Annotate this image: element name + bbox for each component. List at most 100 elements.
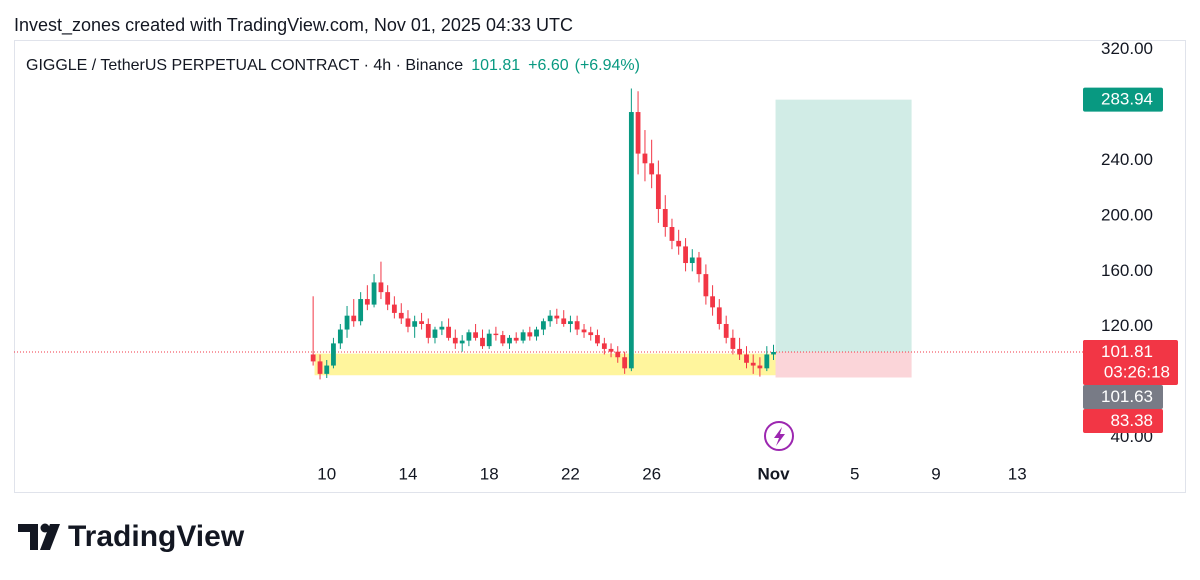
stop-label: 83.38 — [1110, 411, 1153, 430]
candle-body — [622, 357, 628, 369]
candle-body — [378, 282, 384, 293]
candle-body — [561, 318, 567, 324]
logo-mark-2 — [40, 523, 50, 533]
candle-body — [425, 323, 431, 338]
x-tick-label: 10 — [317, 464, 336, 483]
y-tick-label: 160.00 — [1101, 261, 1153, 280]
candle-body — [744, 354, 749, 363]
candle-body — [588, 332, 594, 336]
candle-body — [405, 318, 411, 327]
header: Invest_zones created with TradingView.co… — [14, 15, 573, 36]
event-bolt — [774, 427, 785, 446]
candle-body — [601, 343, 607, 349]
logo: TradingView — [18, 520, 245, 553]
position-profit — [775, 99, 912, 352]
x-tick-label: Nov — [757, 464, 790, 483]
candle-body — [500, 335, 506, 344]
other-price-label-box — [1083, 384, 1163, 409]
candle-body — [568, 321, 573, 324]
candle-body — [547, 315, 553, 322]
candle-body — [364, 299, 370, 305]
candle-body — [493, 333, 499, 336]
candle-body — [398, 312, 404, 319]
candle-body — [669, 227, 675, 241]
candle-body — [662, 209, 668, 228]
candle-body — [419, 321, 424, 324]
last-label: 101.81 — [1101, 342, 1153, 361]
candle-body — [507, 337, 512, 344]
position-loss — [775, 351, 912, 378]
candle-body — [310, 354, 316, 362]
change-percent: (+6.94%) — [575, 57, 640, 74]
candle-body — [473, 332, 478, 338]
candle-body — [391, 304, 397, 313]
x-tick-label: 5 — [850, 464, 859, 483]
candle-body — [757, 365, 763, 369]
candle-body — [351, 315, 357, 322]
chart-frame — [14, 40, 1186, 493]
y-tick-label: 240.00 — [1101, 150, 1153, 169]
stop-label-box — [1083, 408, 1163, 433]
candle-body — [371, 282, 377, 305]
candle-body — [446, 326, 451, 338]
candle-body — [703, 274, 709, 297]
candle-body — [676, 240, 682, 247]
candle-body — [716, 307, 722, 324]
x-tick-label: 26 — [642, 464, 661, 483]
last-label-box — [1083, 339, 1163, 364]
footer-brand: TradingView — [68, 520, 245, 553]
last-label-countdown: 03:26:18 — [1104, 362, 1170, 381]
y-tick-label: 120.00 — [1101, 316, 1153, 335]
candle-body — [723, 323, 729, 338]
candle-body — [480, 337, 485, 347]
candle-body — [581, 329, 587, 333]
candle-body — [432, 329, 438, 338]
candle-body — [527, 332, 533, 337]
candle-body — [452, 337, 458, 344]
candle-body — [466, 332, 472, 341]
last-price: 101.81 — [471, 57, 520, 74]
candle-body — [412, 321, 418, 327]
x-tick-label: 13 — [1008, 464, 1027, 483]
candle-body — [459, 340, 465, 344]
candle-body — [737, 348, 742, 355]
candle-body — [615, 351, 621, 358]
candle-body — [635, 112, 641, 154]
candle-body — [696, 257, 702, 275]
candle-body — [771, 351, 776, 355]
y-tick-label: 200.00 — [1101, 205, 1153, 224]
legend: GIGGLE / TetherUS PERPETUAL CONTRACT · 4… — [26, 57, 640, 74]
logo-mark-1 — [18, 524, 38, 550]
candle-body — [595, 335, 600, 344]
candle-body — [683, 246, 688, 264]
event-marker — [764, 421, 794, 451]
candle-body — [324, 365, 330, 374]
other-price-label: 101.63 — [1101, 387, 1153, 406]
x-tick-label: 9 — [931, 464, 940, 483]
candle-body — [520, 332, 526, 341]
y-tick-label: 320.00 — [1101, 39, 1153, 58]
candle-body — [541, 321, 546, 330]
x-tick-label: 14 — [399, 464, 418, 483]
candle-body — [649, 163, 655, 175]
candle-body — [574, 321, 580, 330]
symbol-title: GIGGLE / TetherUS PERPETUAL CONTRACT · 4… — [26, 57, 463, 74]
x-tick-label: 22 — [561, 464, 580, 483]
candle-body — [358, 299, 364, 322]
candle-body — [764, 354, 770, 369]
candle-body — [730, 337, 736, 349]
candle-body — [337, 329, 343, 344]
plot — [14, 88, 1083, 380]
logo-mark-3 — [40, 524, 60, 550]
candle-body — [534, 329, 539, 337]
candle-body — [385, 292, 391, 305]
candle-body — [513, 337, 519, 341]
candle-body — [689, 257, 695, 264]
candle-body — [655, 174, 661, 210]
candle-body — [554, 315, 560, 319]
candle-body — [642, 153, 648, 164]
target-label: 283.94 — [1101, 90, 1153, 109]
candle-body — [710, 296, 715, 308]
